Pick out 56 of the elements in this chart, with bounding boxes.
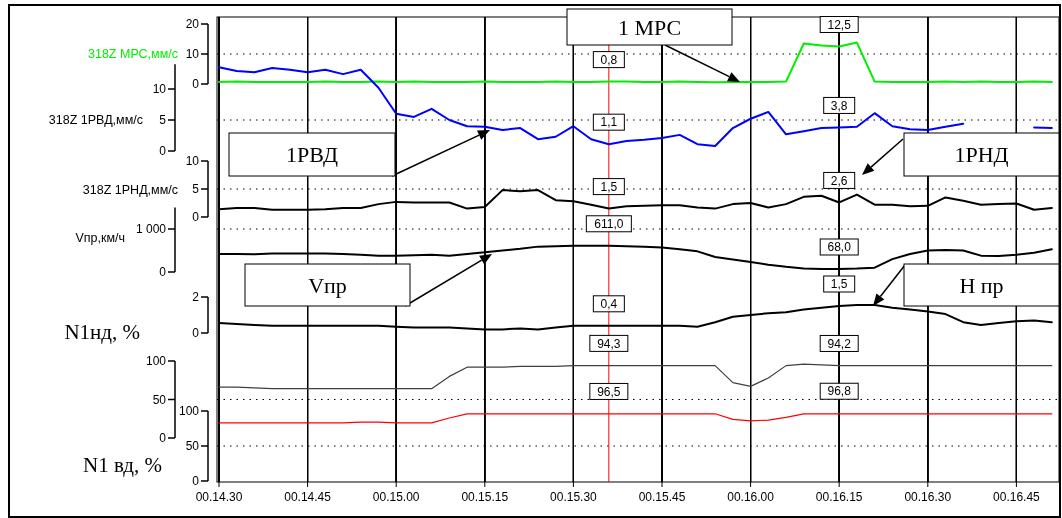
annotation: 1,5 [830, 277, 848, 292]
annotation: 0,8 [600, 52, 618, 67]
annotation: 1РНД [954, 142, 1009, 168]
y-axis-title: N1 вд, % [83, 453, 162, 477]
y-tick-label: 10 [185, 47, 200, 62]
line-series [218, 41, 1053, 84]
x-tick-label: 00.16.45 [993, 490, 1041, 504]
x-tick-label: 00.14.30 [195, 490, 243, 504]
y-tick-label: 2 [192, 290, 200, 305]
x-tick-label: 00.16.00 [727, 490, 775, 504]
y-tick-label: 100 [145, 354, 167, 369]
y-tick-label: 0 [192, 326, 200, 341]
y-tick-label: 1 000 [135, 222, 167, 237]
y-tick-label: 0 [192, 77, 200, 92]
annotation: 94,3 [597, 336, 621, 351]
annotation: 611,0 [594, 216, 624, 231]
y-tick-label: 100 [178, 404, 200, 419]
annotation: 94,2 [827, 336, 852, 351]
x-tick-label: 00.15.30 [550, 490, 598, 504]
annotation: 1 МРС [617, 14, 682, 40]
annotation: 3,8 [830, 98, 848, 113]
annotation: 1,1 [600, 115, 618, 130]
y-axis-title: Vпр,км/ч [75, 231, 125, 245]
y-tick-label: 5 [159, 113, 167, 128]
x-tick-label: 00.15.15 [461, 490, 509, 504]
y-tick-label: 5 [192, 182, 200, 197]
y-axis-title: 318Z 1РВД,мм/с [48, 113, 143, 127]
y-tick-label: 0 [159, 431, 167, 446]
x-tick-label: 00.16.15 [815, 490, 863, 504]
y-axis-title: 318Z МРС,мм/с [88, 47, 178, 61]
y-tick-label: 0 [159, 144, 167, 159]
x-tick-label: 00.14.45 [284, 490, 332, 504]
y-tick-label: 0 [192, 474, 200, 489]
x-tick-label: 00.15.00 [372, 490, 420, 504]
y-tick-label: 0 [192, 210, 200, 225]
annotation: Vпр [308, 272, 347, 298]
y-tick-label: 50 [152, 392, 167, 407]
y-tick-label: 50 [185, 439, 200, 454]
line-series [218, 413, 1053, 424]
x-tick-label: 00.15.45 [638, 490, 686, 504]
y-axis-title: 318Z 1РНД,мм/с [82, 183, 178, 197]
annotation: 2,6 [830, 173, 848, 188]
y-tick-label: 0 [159, 265, 167, 280]
annotation: 12,5 [827, 17, 852, 32]
annotation: 68,0 [827, 240, 852, 255]
y-tick-label: 20 [185, 17, 200, 32]
y-axis-title: N1нд, % [64, 320, 140, 344]
annotation: H пр [959, 272, 1004, 298]
annotation: 96,8 [827, 384, 852, 399]
annotation: 1РВД [285, 142, 339, 168]
annotation: 1,5 [600, 179, 618, 194]
y-tick-label: 10 [152, 82, 167, 97]
y-tick-label: 10 [185, 154, 200, 169]
x-tick-label: 00.16.30 [904, 490, 952, 504]
annotation: 0,4 [600, 297, 618, 311]
annotation: 96,5 [597, 384, 621, 399]
